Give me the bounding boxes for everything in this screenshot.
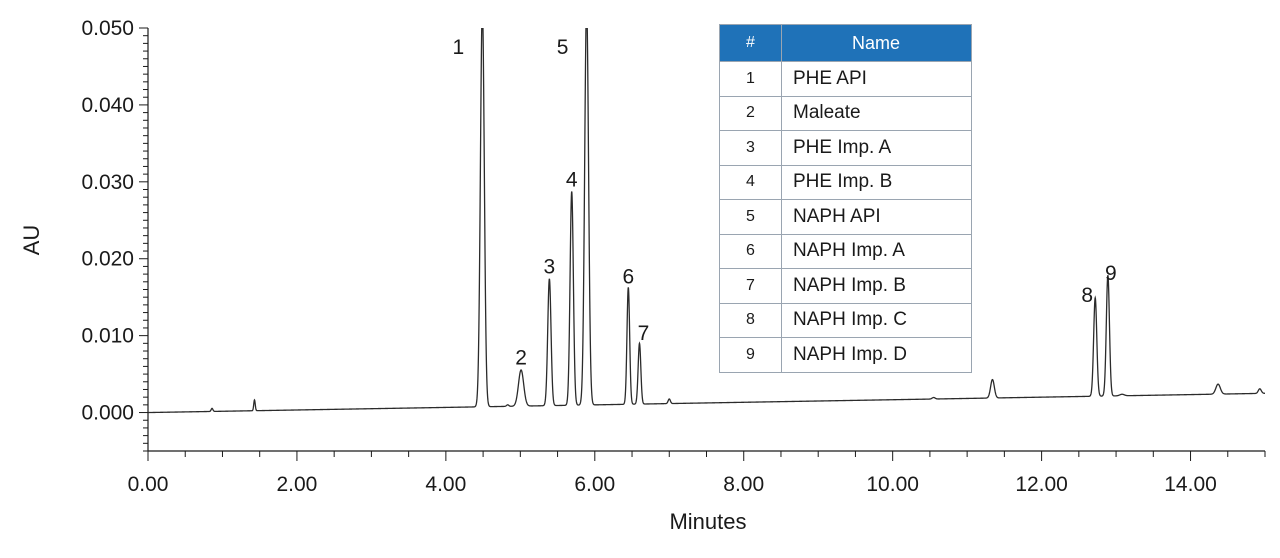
y-tick-label: 0.050 [81,17,134,40]
peak-label: 2 [515,346,527,369]
legend-row-name: PHE Imp. B [781,164,972,200]
axes: 0.000 0.010 0.020 0.030 0.040 0.050 0.00 2.00 4.… [81,17,1266,496]
y-tick-label: 0.040 [81,94,134,117]
legend-row-number: 3 [719,130,782,166]
legend-row-name: PHE Imp. A [781,130,972,166]
y-axis-title: AU [19,225,44,256]
peak-label: 8 [1081,284,1093,307]
legend-row: 9 NAPH Imp. D [719,337,972,373]
legend-row-name: NAPH Imp. C [781,302,972,338]
x-axis-title: Minutes [669,509,746,534]
legend-row-number: 2 [719,95,782,131]
peak-label: 9 [1105,262,1117,285]
chromatogram-trace [148,28,1265,414]
legend-row-number: 9 [719,337,782,373]
peak-label: 3 [544,256,556,279]
legend-row-name: NAPH Imp. B [781,268,972,304]
legend-row-number: 5 [719,199,782,235]
legend-row-number: 8 [719,302,782,338]
legend-row: 6 NAPH Imp. A [719,233,972,269]
legend-row-number: 1 [719,61,782,97]
legend-row-name: NAPH Imp. A [781,233,972,269]
legend-row: 5 NAPH API [719,199,972,235]
y-tick-label: 0.010 [81,325,134,348]
legend-row: 8 NAPH Imp. C [719,302,972,338]
x-tick-label: 12.00 [1015,473,1068,496]
peak-label: 4 [566,169,578,192]
x-tick-label: 4.00 [425,473,466,496]
peak-legend-table: # Name 1 PHE API 2 Maleate 3 PHE Imp. A 4 PHE I… [719,24,972,373]
x-tick-label: 14.00 [1164,473,1217,496]
y-tick-label: 0.030 [81,171,134,194]
peak-label: 7 [638,322,650,345]
legend-row-number: 7 [719,268,782,304]
peak-label: 5 [557,36,569,59]
x-tick-label: 2.00 [276,473,317,496]
legend-row: 4 PHE Imp. B [719,164,972,200]
legend-row-name: NAPH Imp. D [781,337,972,373]
legend-header-row: # Name [719,24,972,62]
peak-label: 1 [453,36,465,59]
legend-row-name: Maleate [781,95,972,131]
legend-header-name: Name [781,24,972,62]
legend-row: 2 Maleate [719,95,972,131]
legend-row: 1 PHE API [719,61,972,97]
legend-row-number: 6 [719,233,782,269]
peak-label: 6 [622,266,634,289]
legend-row: 7 NAPH Imp. B [719,268,972,304]
legend-row: 3 PHE Imp. A [719,130,972,166]
legend-header-number: # [719,24,782,62]
x-tick-label: 8.00 [723,473,764,496]
x-tick-label: 6.00 [574,473,615,496]
y-tick-label: 0.020 [81,248,134,271]
x-tick-label: 0.00 [128,473,169,496]
legend-row-name: PHE API [781,61,972,97]
y-tick-label: 0.000 [81,402,134,425]
x-tick-label: 10.00 [866,473,919,496]
legend-row-name: NAPH API [781,199,972,235]
legend-row-number: 4 [719,164,782,200]
